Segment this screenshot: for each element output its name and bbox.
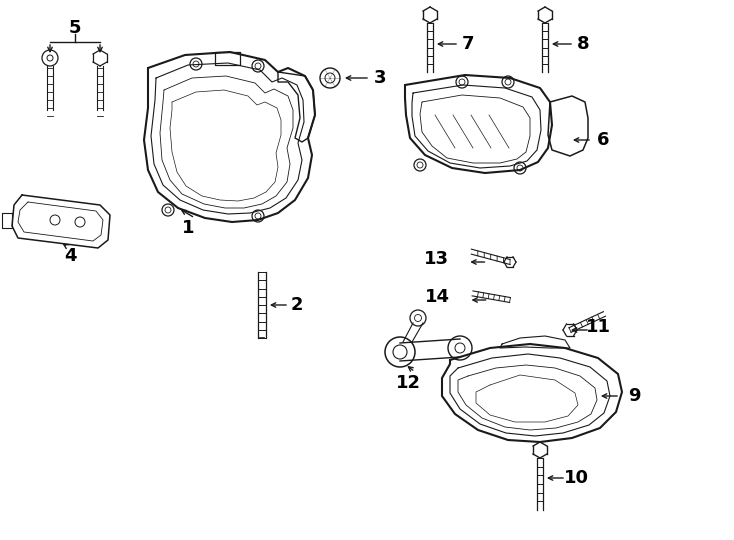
Text: 3: 3 (374, 69, 386, 87)
Text: 12: 12 (396, 374, 421, 392)
Text: 5: 5 (69, 19, 81, 37)
Text: 8: 8 (577, 35, 589, 53)
Text: 14: 14 (425, 288, 450, 306)
Text: 13: 13 (424, 250, 449, 268)
Text: 6: 6 (597, 131, 609, 149)
Text: 2: 2 (291, 296, 303, 314)
Text: 9: 9 (628, 387, 640, 405)
Text: 1: 1 (182, 219, 195, 237)
Text: 10: 10 (564, 469, 589, 487)
Text: 11: 11 (586, 318, 611, 336)
Text: 4: 4 (64, 247, 76, 265)
Text: 7: 7 (462, 35, 474, 53)
